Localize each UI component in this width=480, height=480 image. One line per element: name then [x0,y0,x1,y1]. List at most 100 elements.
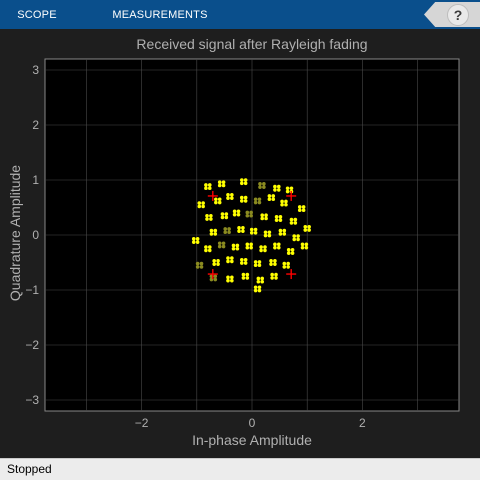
y-tick-label: −1 [25,283,39,297]
scope-display: Received signal after Rayleigh fading −2… [0,29,480,458]
received-point [274,215,279,219]
received-point [282,261,287,266]
reference-marker [207,190,218,201]
chart-title: Received signal after Rayleigh fading [136,36,367,52]
received-point [301,208,306,213]
received-point [223,230,228,235]
received-point-cluster [223,227,231,235]
received-point-cluster [303,224,311,232]
received-point [230,259,234,264]
received-point [263,245,267,249]
received-point [226,256,230,260]
received-point [303,224,308,229]
received-point-cluster [231,243,240,251]
grid-lines [45,59,459,411]
received-point [195,265,200,269]
received-point [271,197,276,202]
received-point [303,228,308,232]
received-point [253,263,258,268]
received-point [300,242,305,247]
received-point [257,285,262,290]
received-point [270,276,274,280]
received-point [227,227,231,231]
received-point-cluster [204,245,212,253]
received-point [285,186,290,191]
received-point [221,241,226,246]
y-tick-label: 1 [32,173,39,187]
received-point [274,218,279,222]
received-point-cluster [239,257,248,265]
received-point [274,276,278,280]
received-point [243,261,248,265]
received-point-cluster [260,213,268,221]
received-point [220,212,225,216]
received-point-cluster [286,248,295,255]
y-tick-label: 3 [32,63,39,77]
help-icon[interactable]: ? [447,4,469,26]
received-point-cluster [292,234,300,242]
received-point-cluster [300,242,309,250]
received-point [239,199,244,203]
received-point [223,227,228,231]
received-point [231,243,236,248]
received-point-cluster [241,272,250,280]
received-point [292,237,297,242]
received-point [260,216,265,221]
received-point [278,215,283,219]
received-point [204,186,208,191]
received-point-cluster [237,226,245,233]
received-point [231,246,236,251]
received-point-cluster [263,230,272,238]
received-point [204,183,208,187]
received-point [243,178,248,182]
received-point [253,197,258,202]
received-point [300,245,305,250]
received-point-cluster [220,212,229,220]
received-point [297,208,302,213]
received-point-cluster [191,237,200,244]
y-axis-label: Quadrature Amplitude [7,165,23,301]
received-point [285,189,290,194]
received-point [195,237,200,241]
received-point-cluster [195,261,204,269]
received-point [195,240,200,244]
tab-scope[interactable]: SCOPE [17,9,57,21]
received-point [293,217,298,222]
received-point [232,209,237,214]
received-point [276,242,281,247]
tab-measurements[interactable]: MEASUREMENTS [112,9,208,21]
reference-marker [207,269,218,280]
received-point [226,259,230,264]
received-point-cluster [289,217,298,225]
received-point [307,224,311,229]
received-point [199,265,204,269]
received-point [191,237,196,241]
received-point [286,248,291,252]
received-point-cluster [245,210,253,218]
received-point [241,229,245,233]
received-point [278,228,283,233]
status-bar: Stopped [0,458,480,480]
received-point [307,228,311,232]
received-point [270,272,274,277]
received-point [282,265,287,269]
received-point [213,277,218,282]
received-point-cluster [282,261,290,269]
received-point-cluster [226,275,234,283]
received-point-cluster [226,193,234,200]
received-point [258,185,262,189]
received-point [271,194,276,198]
received-point [258,182,262,186]
received-point [253,288,258,293]
reference-marker [286,190,297,201]
received-point [241,276,246,280]
received-point [304,242,309,247]
received-point [286,251,291,255]
received-point [239,261,244,265]
received-point [257,197,262,202]
x-axis-label: In-phase Amplitude [192,432,312,448]
received-point [286,265,290,269]
received-point [209,217,213,221]
received-point [280,202,284,207]
received-point [304,245,309,250]
